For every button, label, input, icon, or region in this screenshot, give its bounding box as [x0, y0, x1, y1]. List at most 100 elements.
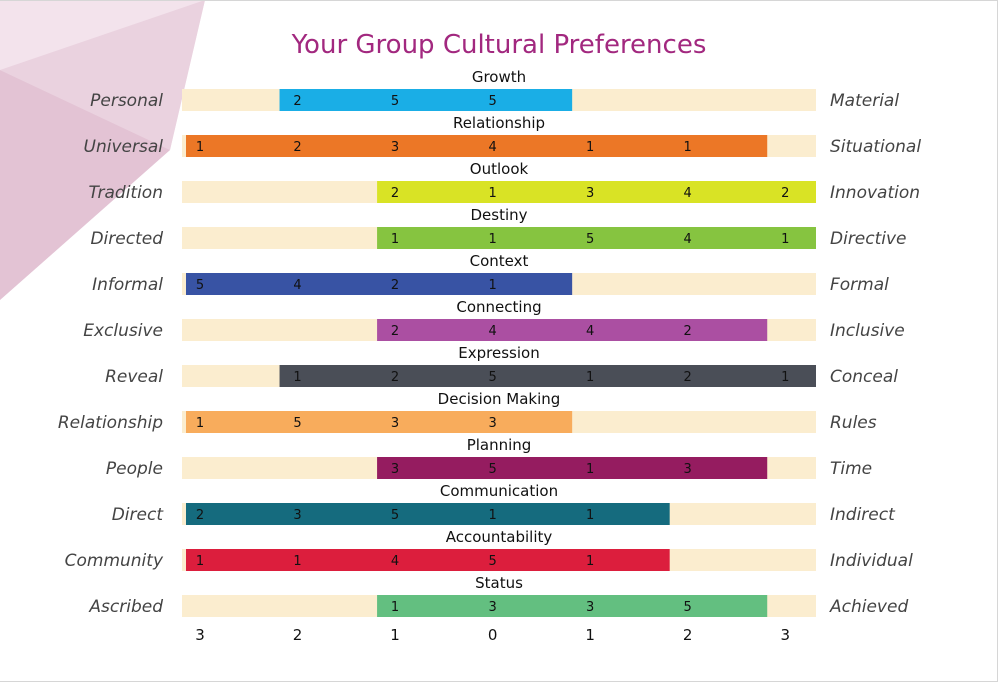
category-title-decision-making: Decision Making	[438, 390, 561, 408]
right-label-destiny: Directive	[830, 229, 907, 249]
x-tick-label-2: 1	[390, 626, 400, 644]
chart-title: Your Group Cultural Preferences	[291, 30, 707, 60]
category-title-growth: Growth	[472, 68, 526, 86]
category-title-destiny: Destiny	[470, 206, 527, 224]
category-title-connecting: Connecting	[456, 298, 541, 316]
left-label-context: Informal	[92, 275, 163, 295]
count-label-outlook-4: 2	[781, 186, 789, 201]
category-title-planning: Planning	[467, 436, 532, 454]
count-label-decision-making-1: 5	[293, 416, 301, 431]
count-label-outlook-2: 3	[586, 186, 594, 201]
count-label-status-3: 5	[684, 600, 692, 615]
count-label-decision-making-3: 3	[488, 416, 496, 431]
count-label-expression-3: 1	[586, 370, 594, 385]
count-label-outlook-3: 4	[684, 186, 692, 201]
count-label-growth-1: 5	[391, 94, 399, 109]
count-label-accountability-1: 1	[293, 554, 301, 569]
count-label-communication-2: 5	[391, 508, 399, 523]
count-label-planning-3: 3	[684, 462, 692, 477]
count-label-status-2: 3	[586, 600, 594, 615]
count-label-context-0: 5	[196, 278, 204, 293]
decorative-background-shape	[0, 0, 205, 300]
bar-segment-growth	[279, 89, 573, 111]
right-label-growth: Material	[830, 91, 899, 111]
count-label-relationship-4: 1	[586, 140, 594, 155]
x-tick-label-3: 0	[488, 626, 498, 644]
left-label-growth: Personal	[90, 91, 163, 111]
right-label-planning: Time	[830, 459, 872, 479]
category-title-outlook: Outlook	[470, 160, 529, 178]
bar-segment-expression	[279, 365, 816, 387]
left-label-decision-making: Relationship	[58, 413, 163, 433]
count-label-relationship-2: 3	[391, 140, 399, 155]
left-label-outlook: Tradition	[88, 183, 163, 203]
count-label-planning-0: 3	[391, 462, 399, 477]
count-label-destiny-1: 1	[488, 232, 496, 247]
count-label-decision-making-2: 3	[391, 416, 399, 431]
right-label-connecting: Inclusive	[830, 321, 905, 341]
left-label-planning: People	[106, 459, 163, 479]
right-label-relationship: Situational	[830, 137, 921, 157]
count-label-growth-2: 5	[488, 94, 496, 109]
category-title-relationship: Relationship	[453, 114, 545, 132]
category-title-communication: Communication	[440, 482, 558, 500]
category-title-expression: Expression	[458, 344, 539, 362]
bar-segment-relationship	[186, 135, 768, 157]
count-label-expression-4: 2	[684, 370, 692, 385]
count-label-relationship-1: 2	[293, 140, 301, 155]
category-title-status: Status	[475, 574, 523, 592]
count-label-relationship-3: 4	[488, 140, 496, 155]
count-label-expression-5: 1	[781, 370, 789, 385]
bar-segment-decision-making	[186, 411, 573, 433]
count-label-connecting-2: 4	[586, 324, 594, 339]
count-label-expression-1: 2	[391, 370, 399, 385]
left-label-communication: Direct	[112, 505, 165, 525]
bar-segment-destiny	[377, 227, 816, 249]
count-label-communication-0: 2	[196, 508, 204, 523]
right-label-decision-making: Rules	[830, 413, 877, 433]
right-label-accountability: Individual	[830, 551, 913, 571]
left-label-status: Ascribed	[88, 597, 163, 617]
count-label-communication-4: 1	[586, 508, 594, 523]
left-label-relationship: Universal	[84, 137, 164, 157]
count-label-context-2: 2	[391, 278, 399, 293]
right-label-communication: Indirect	[830, 505, 896, 525]
right-label-context: Formal	[830, 275, 889, 295]
count-label-context-1: 4	[293, 278, 301, 293]
count-label-communication-3: 1	[488, 508, 496, 523]
left-label-destiny: Directed	[90, 229, 163, 249]
count-label-planning-2: 1	[586, 462, 594, 477]
category-title-accountability: Accountability	[446, 528, 553, 546]
bar-segment-connecting	[377, 319, 768, 341]
count-label-accountability-0: 1	[196, 554, 204, 569]
left-label-expression: Reveal	[105, 367, 163, 387]
count-label-growth-0: 2	[293, 94, 301, 109]
right-label-expression: Conceal	[830, 367, 898, 387]
count-label-connecting-0: 2	[391, 324, 399, 339]
count-label-context-3: 1	[488, 278, 496, 293]
bar-segment-accountability	[186, 549, 670, 571]
x-tick-label-0: 3	[195, 626, 205, 644]
count-label-communication-1: 3	[293, 508, 301, 523]
bar-segment-status	[377, 595, 768, 617]
count-label-relationship-0: 1	[196, 140, 204, 155]
count-label-destiny-4: 1	[781, 232, 789, 247]
count-label-destiny-2: 5	[586, 232, 594, 247]
count-label-destiny-3: 4	[684, 232, 692, 247]
count-label-accountability-2: 4	[391, 554, 399, 569]
count-label-expression-0: 1	[293, 370, 301, 385]
bar-segment-planning	[377, 457, 768, 479]
right-label-status: Achieved	[829, 597, 908, 617]
x-tick-label-4: 1	[585, 626, 595, 644]
count-label-status-0: 1	[391, 600, 399, 615]
x-tick-label-6: 3	[780, 626, 790, 644]
bar-segment-context	[186, 273, 573, 295]
count-label-decision-making-0: 1	[196, 416, 204, 431]
count-label-destiny-0: 1	[391, 232, 399, 247]
count-label-outlook-0: 2	[391, 186, 399, 201]
category-title-context: Context	[470, 252, 529, 270]
count-label-connecting-3: 2	[684, 324, 692, 339]
bar-segment-communication	[186, 503, 670, 525]
count-label-expression-2: 5	[488, 370, 496, 385]
